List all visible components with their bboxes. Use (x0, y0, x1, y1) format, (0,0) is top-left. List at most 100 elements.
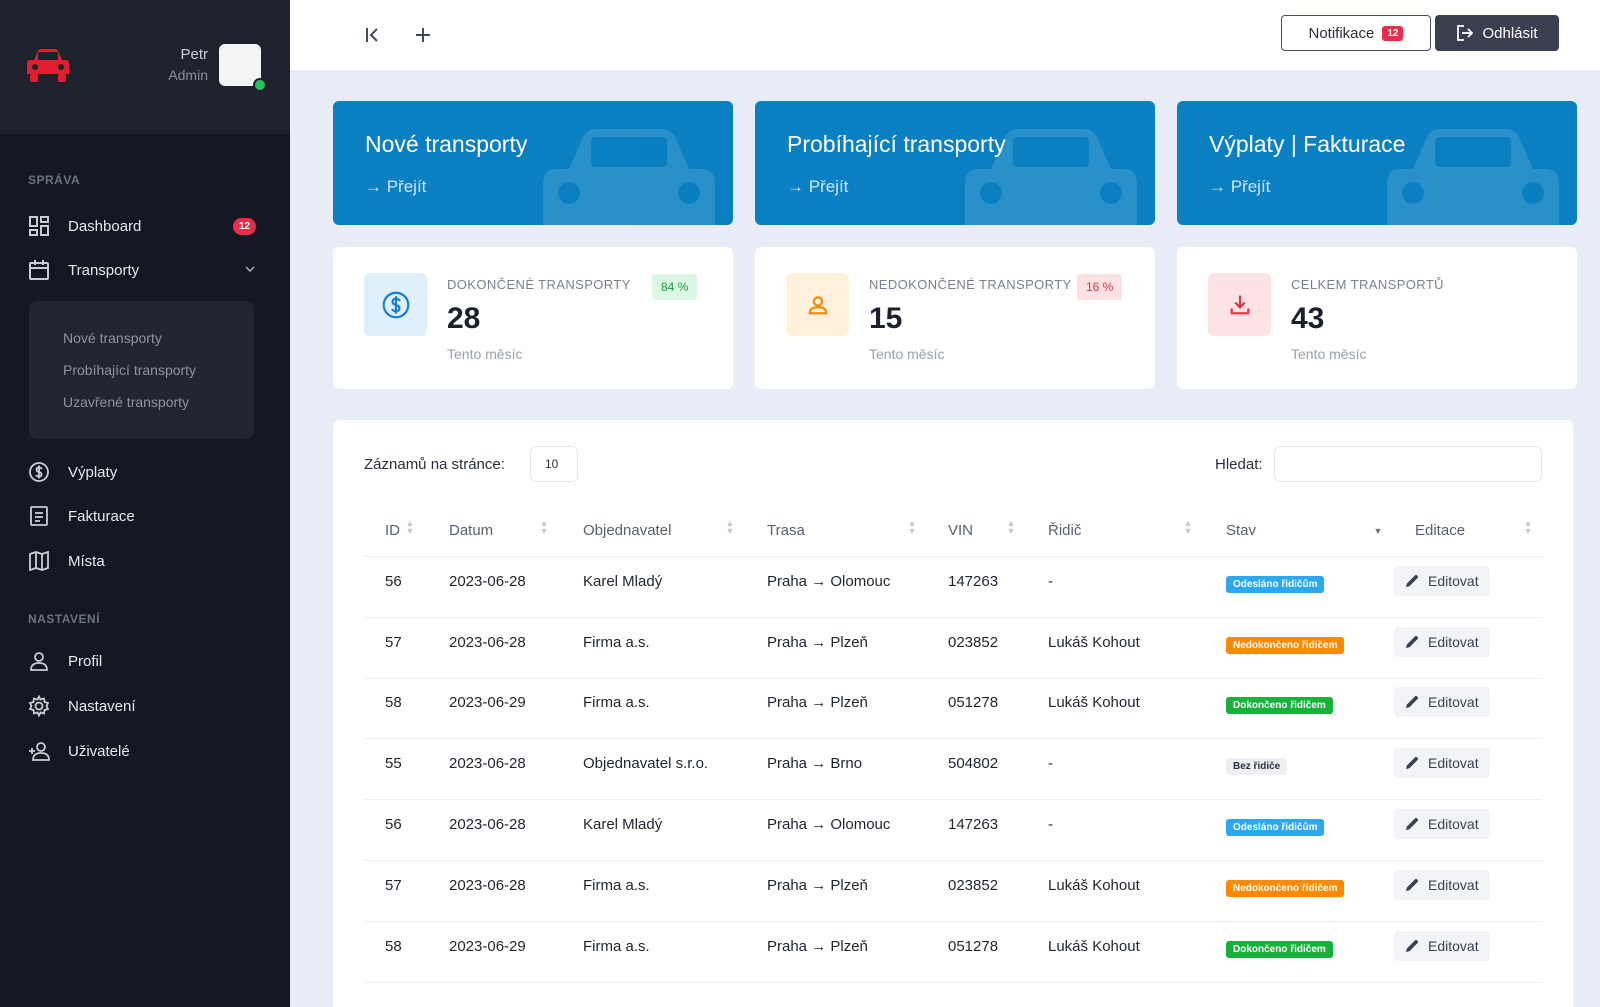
sidebar-item-dashboard[interactable]: Dashboard 12 (28, 209, 262, 243)
column-header-date[interactable]: Datum (449, 522, 494, 539)
submenu-item-ongoing-transports[interactable]: Probíhající transporty (63, 362, 197, 378)
sort-icon[interactable]: ▲ ▼ (539, 518, 549, 536)
sidebar-item-label: Nastavení (68, 697, 136, 715)
user-name: Petr (180, 46, 208, 63)
column-header-customer[interactable]: Objednavatel (583, 522, 672, 539)
submenu-item-closed-transports[interactable]: Uzavřené transporty (63, 394, 190, 410)
cell-vin: 023852 (948, 877, 999, 894)
quick-link-action[interactable]: → Přejít (787, 177, 849, 196)
cell-date: 2023-06-29 (449, 694, 526, 711)
car-logo-icon[interactable] (26, 46, 70, 84)
avatar[interactable] (219, 44, 267, 92)
status-badge: Nedokončeno řidičem (1226, 637, 1345, 654)
user-icon (786, 273, 849, 336)
search-input[interactable] (1274, 446, 1542, 482)
quick-link-action[interactable]: → Přejít (1209, 177, 1271, 196)
sort-icon[interactable]: ▲ ▼ (405, 518, 415, 536)
quick-link-title: Nové transporty (365, 131, 528, 157)
user-info: Petr Admin (168, 46, 208, 83)
submenu-item-new-transports[interactable]: Nové transporty (63, 330, 162, 346)
cell-customer: Karel Mladý (583, 816, 663, 833)
column-header-id[interactable]: ID (385, 522, 400, 539)
sidebar-item-label: Uživatelé (68, 742, 130, 760)
edit-label: Editovat (1428, 694, 1479, 710)
stat-value: 28 (447, 302, 481, 335)
cell-date: 2023-06-28 (449, 816, 526, 833)
edit-button[interactable]: Editovat (1394, 748, 1490, 778)
column-header-driver[interactable]: Řidič (1048, 522, 1082, 539)
edit-button[interactable]: Editovat (1394, 931, 1490, 961)
cell-driver: - (1048, 755, 1053, 772)
sidebar-item-settings[interactable]: Nastavení (28, 689, 262, 723)
stat-percentage-badge: 84 % (652, 274, 698, 300)
cell-vin: 147263 (948, 816, 999, 833)
cell-customer: Firma a.s. (583, 634, 650, 651)
sidebar-item-invoicing[interactable]: Fakturace (28, 499, 262, 533)
cell-id: 57 (385, 877, 402, 894)
sort-icon[interactable]: ▼ (1373, 526, 1383, 536)
notifications-button[interactable]: Notifikace 12 (1281, 15, 1431, 51)
cell-route: Praha → Brno (767, 755, 863, 772)
edit-button[interactable]: Editovat (1394, 687, 1490, 717)
stat-card-incomplete: NEDOKONČENÉ TRANSPORTY 16 % 15 Tento měs… (755, 247, 1155, 389)
quick-link-title: Výplaty | Fakturace (1209, 131, 1406, 157)
column-header-vin[interactable]: VIN (948, 522, 974, 539)
edit-label: Editovat (1428, 573, 1479, 589)
edit-label: Editovat (1428, 816, 1479, 832)
sort-icon[interactable]: ▲ ▼ (907, 518, 917, 536)
sidebar-item-profile[interactable]: Profil (28, 644, 262, 678)
car-watermark-icon (965, 129, 1137, 225)
column-header-route[interactable]: Trasa (767, 522, 805, 539)
cell-driver: Lukáš Kohout (1048, 694, 1140, 711)
cell-date: 2023-06-28 (449, 877, 526, 894)
column-header-status[interactable]: Stav (1226, 522, 1257, 539)
page-size-select[interactable]: 10 (530, 446, 578, 482)
row-divider (364, 617, 1542, 618)
sidebar-item-users[interactable]: Uživatelé (28, 734, 262, 768)
sort-icon[interactable]: ▲ ▼ (1523, 518, 1533, 536)
pencil-icon (1406, 756, 1419, 769)
status-badge: Nedokončeno řidičem (1226, 880, 1345, 897)
quick-link-new-transports[interactable]: Nové transporty → Přejít (333, 101, 733, 225)
quick-link-payouts-invoicing[interactable]: Výplaty | Fakturace → Přejít (1177, 101, 1577, 225)
online-status-icon (253, 78, 267, 92)
edit-button[interactable]: Editovat (1394, 870, 1490, 900)
notifications-badge: 12 (1382, 25, 1404, 41)
sidebar-item-places[interactable]: Místa (28, 544, 262, 578)
cell-route: Praha → Plzeň (767, 694, 868, 711)
sort-icon[interactable]: ▲ ▼ (725, 518, 735, 536)
sidebar-item-transports[interactable]: Transporty (28, 253, 262, 287)
cell-date: 2023-06-28 (449, 634, 526, 651)
cell-date: 2023-06-29 (449, 938, 526, 955)
pencil-icon (1406, 878, 1419, 891)
edit-button[interactable]: Editovat (1394, 809, 1490, 839)
edit-button[interactable]: Editovat (1394, 627, 1490, 657)
quick-link-ongoing-transports[interactable]: Probíhající transporty → Přejít (755, 101, 1155, 225)
sidebar: Petr Admin SPRÁVA Dashboard 12 Transport… (0, 0, 290, 1007)
transports-table-card: Záznamů na stránce: 10 Hledat: ID ▲ ▼ Dat… (333, 420, 1573, 1007)
logout-label: Odhlásit (1482, 24, 1538, 42)
cell-vin: 051278 (948, 694, 999, 711)
plus-icon[interactable] (410, 22, 436, 48)
sidebar-item-payouts[interactable]: Výplaty (28, 455, 262, 489)
transports-submenu: Nové transporty Probíhající transporty U… (29, 301, 254, 439)
sort-icon[interactable]: ▲ ▼ (1183, 518, 1193, 536)
stat-subtitle: Tento měsíc (1291, 346, 1367, 362)
collapse-sidebar-icon[interactable] (360, 22, 386, 48)
cell-route: Praha → Plzeň (767, 877, 868, 894)
sidebar-item-label: Transporty (68, 261, 140, 279)
calendar-icon (28, 259, 50, 281)
row-divider (364, 921, 1542, 922)
column-header-edit[interactable]: Editace (1415, 522, 1466, 539)
chevron-down-icon[interactable] (244, 262, 256, 279)
quick-link-action[interactable]: → Přejít (365, 177, 427, 196)
stat-label: NEDOKONČENÉ TRANSPORTY (869, 277, 1072, 292)
edit-button[interactable]: Editovat (1394, 566, 1490, 596)
sort-icon[interactable]: ▲ ▼ (1006, 518, 1016, 536)
car-watermark-icon (543, 129, 715, 225)
pencil-icon (1406, 939, 1419, 952)
cell-driver: - (1048, 816, 1053, 833)
logout-button[interactable]: Odhlásit (1435, 15, 1559, 51)
sidebar-item-label: Místa (68, 552, 105, 570)
sidebar-header: Petr Admin (0, 0, 290, 134)
